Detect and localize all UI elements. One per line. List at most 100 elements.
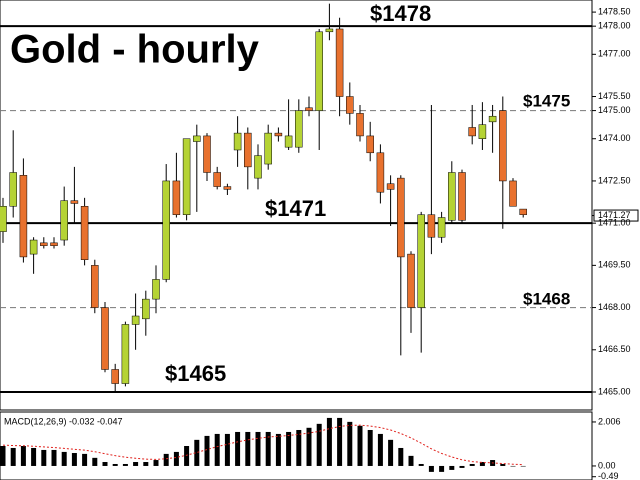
macd-bar xyxy=(163,453,169,466)
macd-bar xyxy=(245,431,251,466)
candle-body xyxy=(9,172,17,207)
candle-body xyxy=(203,135,211,173)
candle-body xyxy=(376,152,385,193)
candle-body xyxy=(509,180,517,207)
candle-body xyxy=(295,110,303,148)
candle-body xyxy=(488,115,497,123)
candle-body xyxy=(223,186,232,190)
macd-bar xyxy=(51,449,57,466)
macd-bar xyxy=(133,462,139,466)
macd-bar xyxy=(286,431,292,466)
y-tick-label: 1472.50 xyxy=(598,175,631,185)
y-tick-label: 1474.00 xyxy=(598,133,631,143)
y-tick-label: -0.49 xyxy=(598,471,619,480)
candle-body xyxy=(264,132,272,165)
macd-bar xyxy=(265,431,271,466)
candle-body xyxy=(254,155,262,179)
macd-bar xyxy=(143,462,149,466)
level-label: $1475 xyxy=(523,91,570,110)
candle-body xyxy=(70,200,79,204)
candle-body xyxy=(274,132,283,137)
macd-bar xyxy=(398,447,404,466)
candle-body xyxy=(356,113,364,137)
macd-bar xyxy=(357,425,363,466)
candle-body xyxy=(0,206,7,232)
macd-bar xyxy=(71,453,77,466)
level-label: $1471 xyxy=(265,196,326,221)
y-tick-label: 0.00 xyxy=(598,460,616,470)
y-tick-label: 1471.27 xyxy=(598,210,631,220)
macd-bar xyxy=(184,446,190,466)
candle-body xyxy=(499,110,507,182)
macd-bar xyxy=(316,423,322,466)
macd-bar xyxy=(122,463,128,466)
candle-body xyxy=(305,107,313,111)
candle-body xyxy=(29,239,38,255)
candle-body xyxy=(19,175,28,258)
y-tick-label: 1465.00 xyxy=(598,386,631,396)
candle-body xyxy=(386,183,395,190)
macd-bar xyxy=(326,417,332,466)
macd-bar xyxy=(469,463,475,466)
candle-body xyxy=(458,172,466,221)
macd-bar xyxy=(510,465,516,467)
candle-body xyxy=(182,138,191,215)
macd-bar xyxy=(92,457,98,466)
candle-body xyxy=(478,124,487,139)
candle-body xyxy=(152,279,160,300)
macd-bar xyxy=(214,433,220,466)
macd-bar xyxy=(347,421,353,466)
y-tick-label: 1469.50 xyxy=(598,260,631,270)
macd-bar xyxy=(153,460,159,466)
y-tick-label: 1478.00 xyxy=(598,21,631,31)
candle-body xyxy=(40,242,48,246)
macd-bar xyxy=(31,447,37,466)
macd-bar xyxy=(275,433,281,466)
price-pane xyxy=(0,0,593,411)
candle-body xyxy=(427,214,436,238)
macd-bar xyxy=(428,465,434,472)
macd-bar xyxy=(479,462,485,466)
candle-body xyxy=(335,28,344,97)
macd-bar xyxy=(82,453,88,466)
candle-body xyxy=(346,96,354,114)
macd-bar xyxy=(112,463,118,466)
macd-bar xyxy=(296,429,302,466)
chart-title: Gold - hourly xyxy=(10,28,260,72)
macd-bar xyxy=(61,451,67,466)
level-label: $1465 xyxy=(165,361,226,386)
candle-body xyxy=(91,265,99,308)
candle-body xyxy=(417,214,425,308)
candle-body xyxy=(437,217,446,238)
candle-body xyxy=(315,31,323,111)
candle-body xyxy=(448,172,456,221)
macd-bar xyxy=(439,465,445,472)
macd-bar xyxy=(520,465,526,467)
macd-bar xyxy=(20,446,26,466)
candle-body xyxy=(111,369,119,384)
y-tick-label: 1471.00 xyxy=(598,218,631,228)
macd-bar xyxy=(367,429,373,466)
macd-bar xyxy=(337,417,343,466)
candle-body xyxy=(50,242,58,246)
candle-body xyxy=(468,127,476,137)
y-tick-label: 1466.50 xyxy=(598,344,631,354)
macd-bar xyxy=(449,465,455,470)
macd-bar xyxy=(194,439,200,466)
macd-bar xyxy=(235,431,241,466)
macd-bar xyxy=(459,465,465,468)
candle-body xyxy=(121,324,130,384)
macd-bar xyxy=(388,439,394,466)
candle-body xyxy=(193,135,201,142)
candle-body xyxy=(172,180,181,215)
candle-body xyxy=(284,135,293,148)
macd-bar xyxy=(224,433,230,466)
y-tick-label: 1475.50 xyxy=(598,91,631,101)
macd-bar xyxy=(306,427,312,466)
macd-bar xyxy=(0,446,6,466)
macd-bar xyxy=(377,433,383,466)
macd-bar xyxy=(255,431,261,466)
macd-label: MACD(12,26,9) -0.032 -0.047 xyxy=(4,416,123,426)
macd-bar xyxy=(10,447,16,466)
y-tick-label: 2.006 xyxy=(598,416,621,426)
